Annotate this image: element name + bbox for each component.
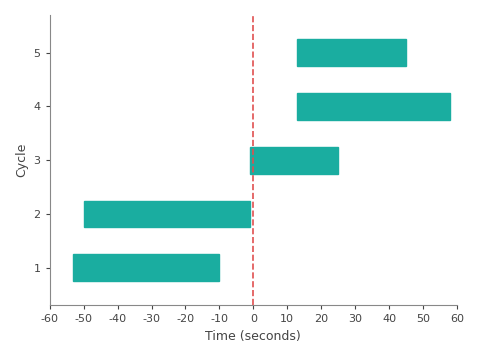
Bar — [250, 147, 338, 174]
Bar — [73, 254, 219, 281]
Y-axis label: Cycle: Cycle — [15, 143, 28, 178]
Bar — [297, 39, 406, 66]
Bar — [84, 200, 250, 227]
X-axis label: Time (seconds): Time (seconds) — [205, 330, 301, 343]
Bar — [297, 93, 450, 120]
